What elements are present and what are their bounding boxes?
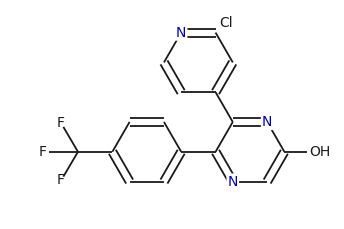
Text: N: N [228,174,238,188]
Text: N: N [262,115,272,129]
Text: F: F [57,173,65,187]
Text: F: F [57,117,65,131]
Text: Cl: Cl [219,16,233,30]
Text: N: N [176,26,186,40]
Text: OH: OH [310,145,331,159]
Text: F: F [39,145,47,159]
